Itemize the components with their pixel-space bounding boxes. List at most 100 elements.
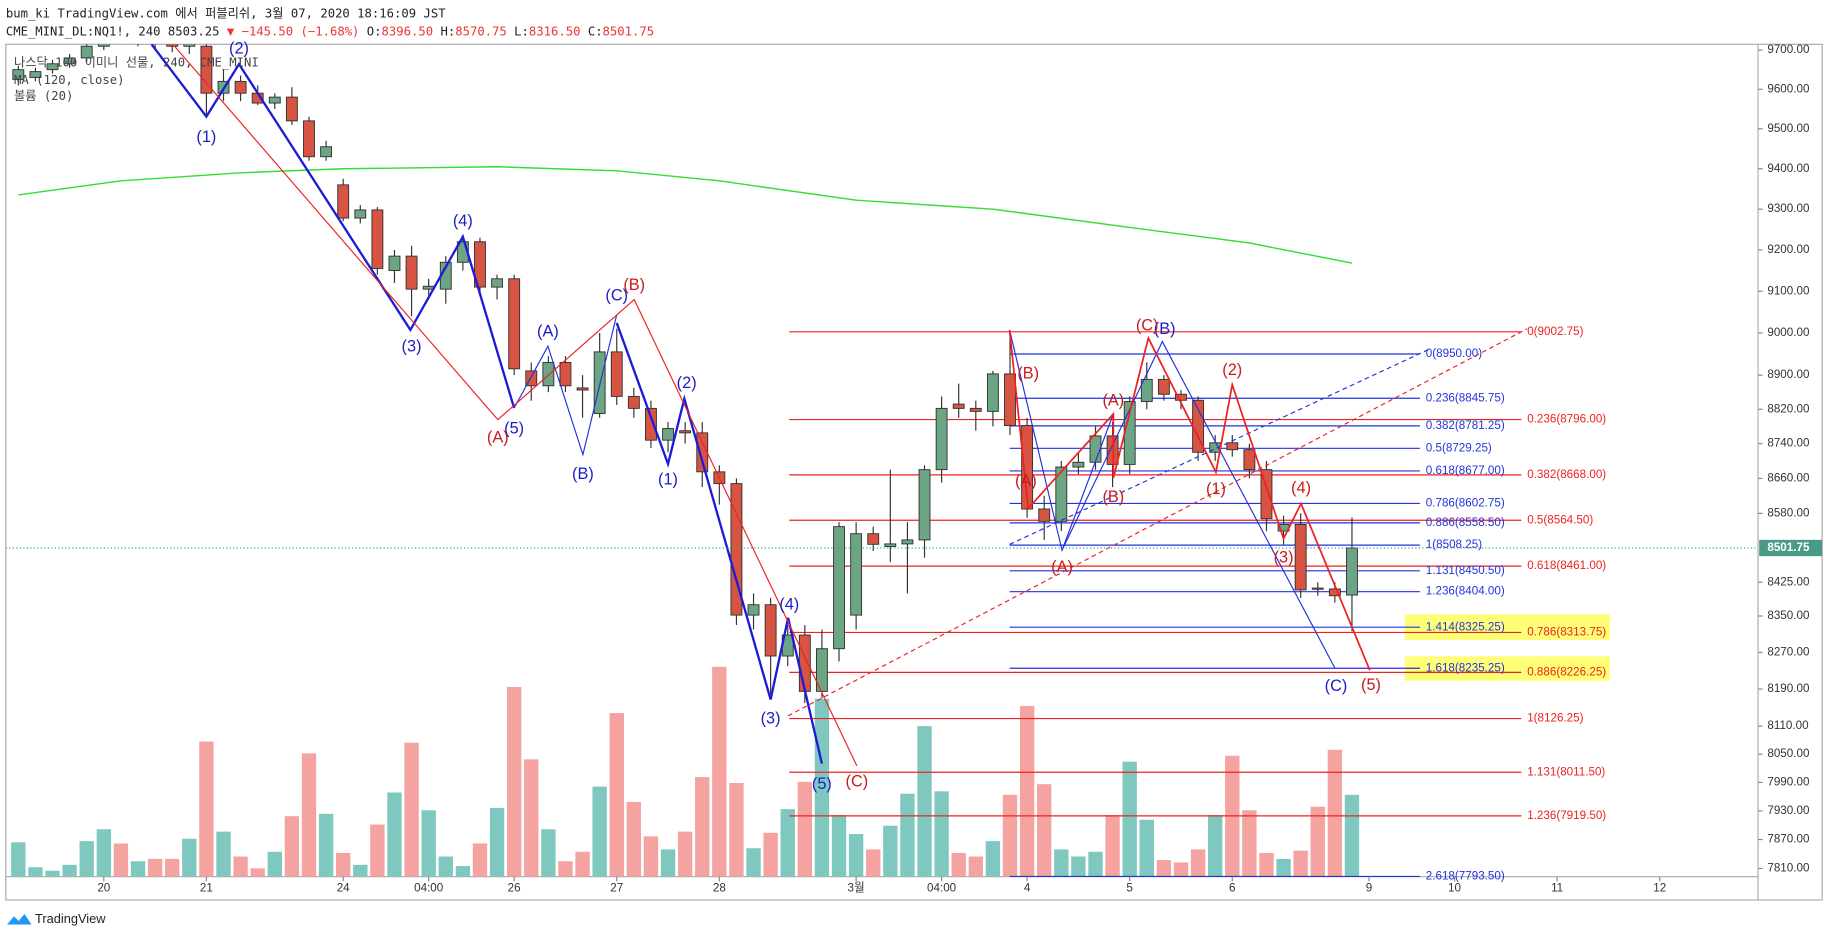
volume-bar [985,841,1001,877]
fib-label: 0.382(8781.25) [1426,419,1505,432]
volume-bar [1156,860,1172,877]
y-tick-label: 8050.00 [1767,747,1810,760]
fib-label: 0(8950.00) [1426,347,1482,360]
fib-label: 0.618(8461.00) [1527,559,1606,572]
header: bum_ki TradingView.com 에서 퍼블리쉬, 3월 07, 2… [6,6,654,37]
fib-label: 0.786(8313.75) [1527,626,1606,639]
candle-body [268,96,281,104]
wave-label: (1) [196,128,216,146]
x-tick-label: 24 [337,881,350,894]
volume-bar [831,815,847,877]
wave-label: (B) [1154,320,1176,338]
volume-bar [592,786,607,877]
volume-bar [28,867,43,877]
candle-body [969,407,982,412]
candle-body [1226,442,1239,451]
price: 8503.25 [168,24,220,38]
wave-line [1009,329,1336,669]
volume-bar [318,813,334,877]
wave-line [615,322,824,764]
wave-label: (4) [1291,479,1311,497]
symbol: CME_MINI_DL:NQ1!, 240 [6,24,161,38]
x-tick-label: 04:00 [927,881,957,894]
wave-label: (2) [1222,361,1242,379]
candle-body [29,71,42,78]
x-tick-label: 11 [1551,881,1563,894]
fib-label: 1.236(7919.50) [1527,809,1606,822]
candle-body [764,604,777,657]
volume-bar [1122,761,1137,877]
volume-bar [1344,794,1360,877]
volume-bar [284,816,300,877]
volume-bar [626,801,642,877]
candle-body [662,428,674,441]
fib-label: 0(9002.75) [1527,325,1583,338]
wave-line [1061,413,1114,551]
wave-label: (A) [1015,472,1037,490]
volume-bar [421,810,436,877]
candle-body [1021,425,1034,510]
volume-layer [11,666,1360,877]
volume-bar [455,866,471,877]
volume-bar [216,831,231,877]
volume-bar [1242,810,1257,877]
volume-bar [182,838,197,877]
fib-label: 1.618(8235.25) [1426,661,1505,674]
volume-bar [113,843,129,877]
volume-bar [1293,850,1308,877]
candle-body [1089,435,1102,463]
candle-body [1140,378,1153,403]
candle-body [918,469,931,541]
wave-label: (4) [779,595,799,613]
candle-body [320,146,333,158]
wave-label: (B) [1017,365,1039,383]
ohlc-value: 8316.50 [529,24,581,38]
wave-labels: (1) (2) (3) (4) (5) (A) (B) (C) (1) (2) … [196,39,1381,793]
volume-bar [1019,705,1035,877]
wave-label: (2) [677,374,697,392]
x-tick-label: 20 [97,881,110,894]
volume-bar [917,726,932,877]
volume-bar [729,783,744,877]
highlight [1404,614,1610,641]
candle-body [63,57,76,65]
y-tick-label: 8900.00 [1767,368,1810,381]
y-tick-label: 7930.00 [1767,804,1810,817]
y-tick-label: 8270.00 [1767,645,1810,658]
volume-bar [506,686,522,877]
volume-bar [336,852,351,877]
ohlc-value: 8396.50 [382,24,434,38]
x-tick-label: 04:00 [414,881,444,894]
volume-bar [489,807,505,877]
wave-label: (5) [504,419,524,437]
volume-bar [45,870,60,877]
fib-label: 0.236(8845.75) [1426,391,1505,404]
legend-entry: 나스닥 100 이미니 선물, 240, CME_MINI [14,55,259,69]
change: ▼ −145.50 (−1.68%) [227,24,360,38]
x-tick-label: 12 [1653,881,1666,894]
volume-bar [1173,862,1189,877]
ohlc-label: H: [440,24,455,38]
volume-bar [1207,815,1223,877]
candle-body [1328,588,1341,597]
volume-bar [353,864,368,877]
candle-body [559,361,572,387]
x-tick-label: 3월 [848,881,865,894]
y-tick-label: 9500.00 [1767,122,1810,135]
candle-body [815,648,828,692]
volume-bar [1276,858,1291,877]
y-tick-label: 8580.00 [1767,506,1810,519]
volume-bar [165,858,180,877]
candle-body [337,184,350,219]
legend-entry: MA (120, close) [14,73,124,87]
ohlc-label: O: [367,24,382,38]
volume-bar [370,824,385,877]
volume-bar [677,831,693,877]
candle-body [867,533,880,545]
candle-body [935,407,948,471]
y-tick-label: 9200.00 [1767,243,1810,256]
volume-bar [11,842,26,877]
y-tick-label: 9300.00 [1767,202,1810,215]
